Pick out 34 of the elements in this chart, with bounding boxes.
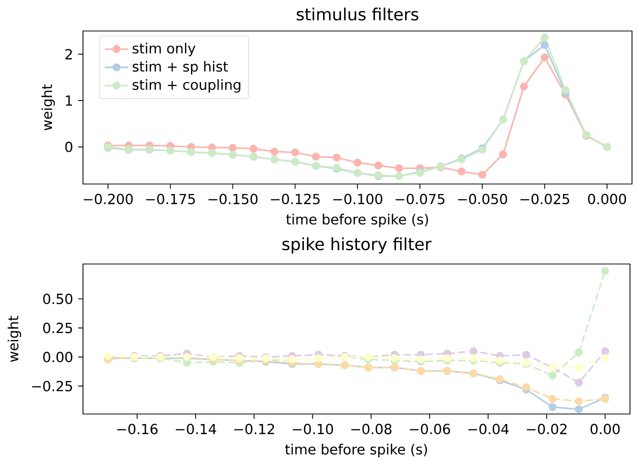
x-axis-title: time before spike (s) [286,214,428,228]
x-tick-label: −0.075 [396,194,444,204]
x-tick-label: −0.04 [468,424,509,434]
x-axis-title: time before spike (s) [285,444,428,458]
y-tick-label: 0 [65,142,72,152]
x-tick-label: −0.025 [520,194,570,204]
y-axis-title: weight [8,316,22,362]
x-tick-label: −0.06 [410,424,450,434]
chart-title: spike history filter [282,237,432,254]
chart-title: stimulus filters [296,8,418,21]
x-tick-label: −0.100 [333,194,382,204]
x-tick-label: 0.000 [588,194,626,204]
x-tick-label: −0.10 [292,424,333,434]
x-tick-label: −0.150 [208,194,258,204]
x-tick-label: −0.16 [117,424,158,434]
x-tick-label: −0.125 [270,194,320,204]
x-tick-label: −0.02 [526,424,567,434]
x-tick-label: −0.050 [458,194,508,204]
legend-label: stim + sp hist [132,60,228,74]
x-tick-label: −0.12 [234,424,274,434]
y-tick-label: 1 [66,95,72,106]
legend-label: stim only [132,42,196,56]
y-tick-label: 0.00 [43,352,72,362]
y-tick-label: 0.25 [43,322,72,334]
y-tick-label: −0.25 [32,380,72,392]
y-tick-label: 2 [65,49,72,60]
x-tick-label: −0.175 [146,194,195,204]
x-tick-label: 0.00 [590,424,620,434]
y-tick-label: 0.50 [43,294,72,304]
x-tick-label: −0.200 [84,194,133,204]
x-tick-label: −0.08 [351,424,392,434]
legend-label: stim + coupling [132,79,240,93]
y-axis-title: weight [41,84,55,130]
x-tick-label: −0.14 [176,424,216,434]
